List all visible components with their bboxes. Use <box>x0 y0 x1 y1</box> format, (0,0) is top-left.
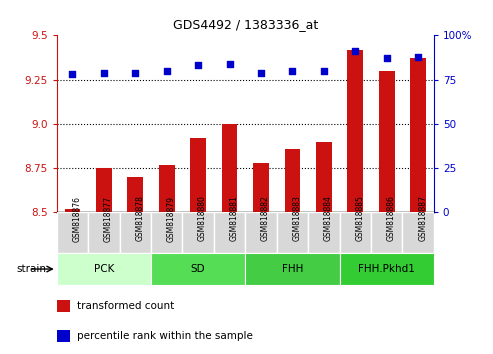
Point <box>414 54 422 59</box>
Text: GSM818876: GSM818876 <box>72 195 81 241</box>
Bar <box>57 253 151 285</box>
Point <box>194 63 202 68</box>
Bar <box>245 253 340 285</box>
Bar <box>57 330 70 342</box>
Bar <box>245 212 277 253</box>
Text: GSM818883: GSM818883 <box>292 195 301 241</box>
Bar <box>402 212 434 253</box>
Bar <box>96 168 112 212</box>
Bar <box>340 253 434 285</box>
Point <box>226 61 234 67</box>
Point <box>257 70 265 75</box>
Bar <box>214 212 245 253</box>
Point <box>163 68 171 74</box>
Point <box>352 48 359 54</box>
Text: FHH.Pkhd1: FHH.Pkhd1 <box>358 264 415 274</box>
Bar <box>151 253 245 285</box>
Bar <box>127 177 143 212</box>
Text: GSM818878: GSM818878 <box>135 195 144 241</box>
Point <box>131 70 139 75</box>
Bar <box>182 212 214 253</box>
Bar <box>410 58 426 212</box>
Bar <box>57 300 70 312</box>
Text: GSM818884: GSM818884 <box>324 195 333 241</box>
Point <box>383 56 390 61</box>
Text: PCK: PCK <box>94 264 114 274</box>
Bar <box>379 71 394 212</box>
Text: strain: strain <box>17 264 47 274</box>
Bar <box>151 212 182 253</box>
Bar <box>371 212 402 253</box>
Text: GSM818877: GSM818877 <box>104 195 113 241</box>
Point <box>288 68 296 74</box>
Text: GSM818886: GSM818886 <box>387 195 396 241</box>
Bar <box>253 163 269 212</box>
Bar <box>222 124 238 212</box>
Text: GSM818881: GSM818881 <box>230 196 239 241</box>
Bar <box>308 212 340 253</box>
Text: SD: SD <box>191 264 206 274</box>
Text: percentile rank within the sample: percentile rank within the sample <box>77 331 253 341</box>
Point <box>69 72 76 77</box>
Bar <box>340 212 371 253</box>
Text: GDS4492 / 1383336_at: GDS4492 / 1383336_at <box>173 18 318 31</box>
Bar <box>316 142 332 212</box>
Text: GSM818887: GSM818887 <box>418 195 427 241</box>
Point <box>320 68 328 74</box>
Bar <box>88 212 119 253</box>
Bar <box>284 149 300 212</box>
Point <box>100 70 108 75</box>
Text: GSM818880: GSM818880 <box>198 195 207 241</box>
Text: transformed count: transformed count <box>77 301 175 311</box>
Bar <box>277 212 308 253</box>
Bar <box>159 165 175 212</box>
Text: FHH: FHH <box>282 264 303 274</box>
Bar <box>348 50 363 212</box>
Bar <box>65 209 80 212</box>
Bar <box>57 212 88 253</box>
Text: GSM818879: GSM818879 <box>167 195 176 241</box>
Bar <box>190 138 206 212</box>
Text: GSM818882: GSM818882 <box>261 196 270 241</box>
Bar <box>119 212 151 253</box>
Text: GSM818885: GSM818885 <box>355 195 364 241</box>
